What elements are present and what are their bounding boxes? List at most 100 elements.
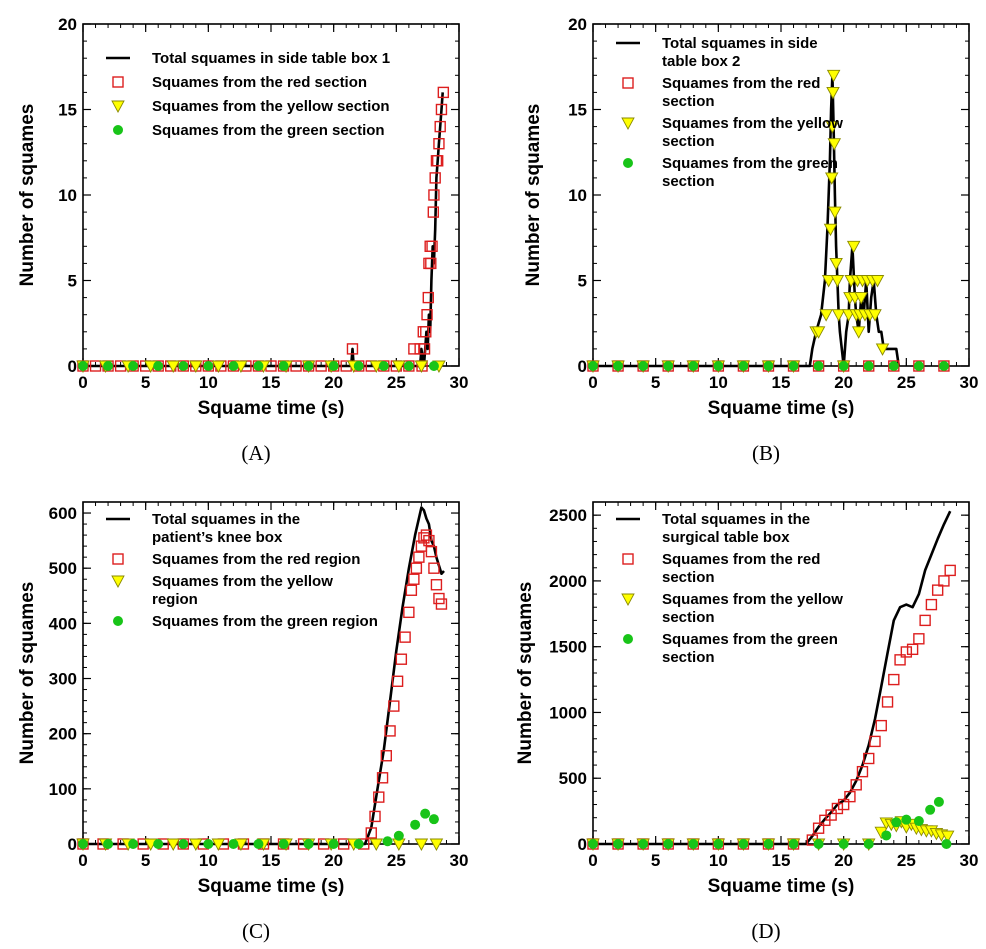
data-point-square (420, 326, 432, 338)
x-tick-label: 25 (897, 851, 916, 870)
series-line-total (593, 74, 901, 368)
y-tick-label: 100 (49, 780, 77, 799)
data-point-circle (228, 839, 239, 849)
data-point-circle (253, 839, 264, 849)
data-point-circle (253, 361, 264, 371)
data-point-square (365, 827, 377, 839)
data-point-square (369, 810, 381, 823)
data-point-circle (838, 361, 849, 371)
data-point-square (434, 120, 446, 133)
data-point-circle (228, 361, 239, 371)
y-tick-label: 0 (578, 835, 587, 854)
data-point-square (384, 725, 396, 737)
x-tick-label: 15 (772, 851, 791, 870)
x-axis-label: Squame time (s) (198, 876, 345, 897)
data-point-square (426, 240, 438, 253)
data-point-circle (303, 361, 314, 371)
x-tick-label: 5 (141, 373, 150, 392)
data-point-square (408, 573, 420, 585)
y-tick-label: 1000 (549, 703, 587, 722)
data-point-triangle (189, 838, 203, 851)
legend-swatch-square (112, 76, 124, 88)
data-point-square (290, 360, 302, 372)
data-point-circle (278, 361, 289, 371)
panel-caption: (C) (242, 919, 270, 943)
data-point-triangle (823, 223, 838, 237)
data-point-triangle (826, 69, 841, 83)
y-tick-label: 2500 (549, 506, 587, 525)
chart-panel-2: 0 5 10 15 20 25 30 0 5 10 15 20 Squame time (s) Numbe… (523, 15, 978, 465)
data-point-triangle (211, 838, 226, 851)
data-point-square (875, 719, 887, 732)
x-tick-label: 0 (588, 851, 597, 870)
data-point-square (408, 343, 420, 355)
data-point-square (869, 735, 881, 748)
data-point-square (315, 360, 327, 372)
chart-panel-1: 0 5 10 15 20 25 30 0 5 10 15 20 Squame time (s) Numbe… (17, 15, 468, 465)
x-axis-label: Squame time (s) (708, 398, 855, 419)
data-point-square (89, 360, 102, 372)
legend-label: Squames from the yellow section (662, 591, 843, 626)
x-axis-label: Squame time (s) (198, 398, 345, 419)
data-point-square (944, 564, 956, 577)
y-tick-label: 600 (49, 504, 77, 523)
data-point-circle (813, 361, 824, 371)
x-tick-label: 0 (588, 373, 597, 392)
data-point-triangle (830, 275, 845, 288)
data-point-square (825, 809, 837, 821)
x-tick-label: 10 (709, 851, 728, 870)
data-point-square (403, 606, 415, 619)
chart-panel-4: 0 5 10 15 20 25 30 0 500 1000 1500 2000 2500 Squame t… (515, 501, 978, 943)
x-tick-label: 15 (772, 373, 791, 392)
panel-caption: (B) (752, 441, 780, 465)
legend-label: Squames from the yellow section (152, 98, 390, 115)
data-point-square (425, 257, 437, 270)
data-point-square (844, 790, 856, 803)
data-point-circle (891, 817, 902, 828)
legend-swatch-circle (623, 634, 633, 644)
y-tick-label: 300 (49, 670, 77, 689)
x-tick-label: 25 (387, 851, 406, 870)
y-tick-label: 1500 (549, 638, 587, 657)
data-point-triangle (851, 326, 866, 339)
data-point-circle (763, 361, 774, 371)
data-point-square (418, 343, 431, 355)
x-tick-label: 25 (387, 373, 406, 392)
data-point-square (856, 765, 869, 778)
data-point-circle (128, 839, 139, 849)
data-point-circle (178, 839, 189, 849)
data-point-circle (128, 361, 139, 371)
data-point-circle (353, 839, 364, 849)
data-point-square (429, 172, 441, 184)
legend: Total squames in side table box 1 Squames… (106, 50, 390, 139)
data-point-square (405, 584, 418, 596)
legend: Total squames in the surgical table box Sq… (616, 511, 843, 666)
legend-label: Total squames in the surgical table box (662, 511, 810, 546)
data-point-square (423, 534, 435, 547)
legend-swatch-circle (113, 125, 123, 135)
data-point-square (925, 598, 938, 611)
data-point-triangle (392, 360, 406, 373)
data-point-circle (588, 839, 598, 849)
data-point-circle (788, 361, 799, 371)
data-point-square (395, 653, 408, 665)
data-point-square (427, 206, 440, 218)
data-point-circle (938, 361, 949, 371)
x-tick-label: 10 (199, 373, 218, 392)
data-point-triangle (811, 326, 826, 339)
y-tick-label: 0 (68, 357, 77, 376)
data-point-circle (738, 839, 749, 849)
data-point-circle (353, 361, 364, 371)
data-point-circle (178, 361, 189, 371)
data-point-square (425, 545, 438, 558)
data-point-circle (663, 839, 674, 849)
legend-label: Squames from the red region (152, 551, 360, 568)
data-point-square (850, 779, 862, 791)
data-point-triangle (854, 292, 868, 305)
data-point-triangle (870, 275, 885, 288)
x-tick-label: 5 (651, 373, 660, 392)
data-point-triangle (827, 138, 842, 151)
data-point-circle (410, 819, 421, 830)
